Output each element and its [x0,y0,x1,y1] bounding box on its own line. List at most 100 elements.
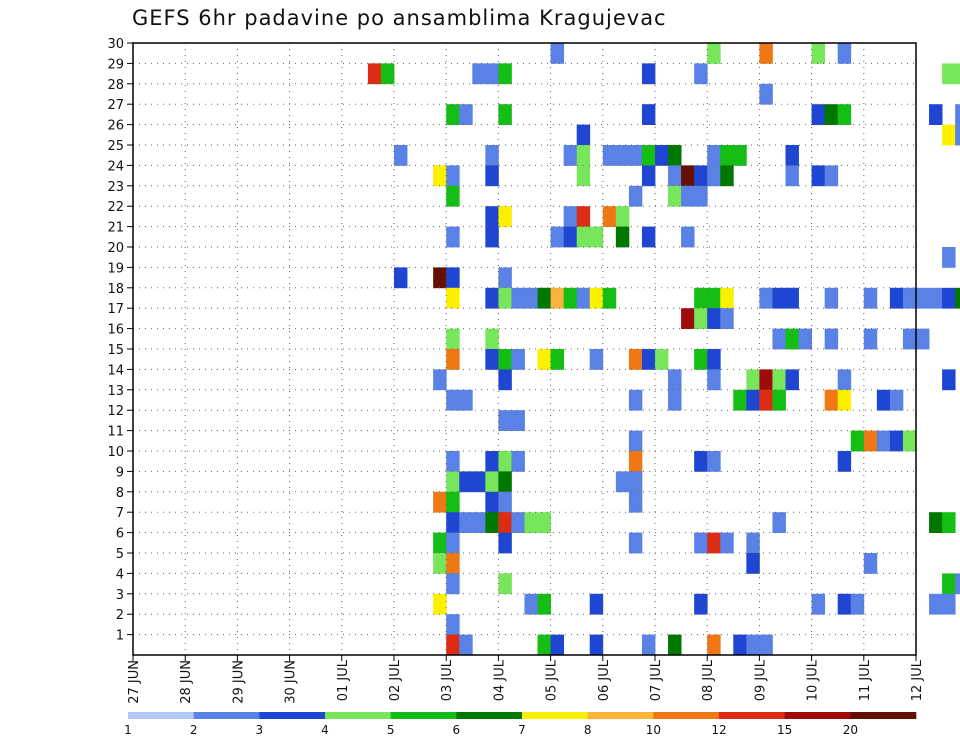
x-tick-label: 29 JUN [231,660,246,704]
heatmap-cell [602,206,617,227]
heatmap-cell [694,63,708,85]
heatmap-cell [641,165,656,187]
heatmap-cell [863,430,878,452]
heatmap-cells [367,43,960,656]
heatmap-cell [628,532,643,554]
heatmap-cell [485,491,499,513]
heatmap-cell [485,512,499,533]
heatmap-cell [433,593,447,615]
heatmap-cell [837,451,852,472]
y-tick-label: 3 [116,588,124,603]
heatmap-cell [824,287,839,309]
heatmap-cell [563,145,578,166]
heatmap-cell [472,512,486,533]
heatmap-cell [576,165,591,187]
heatmap-cell [550,349,565,370]
heatmap-cell [837,104,852,125]
heatmap-cell [694,349,708,370]
heatmap-cell [433,369,447,391]
heatmap-cell [955,124,960,146]
heatmap-cell [498,410,512,431]
heatmap-cell [576,287,591,309]
heatmap-cell [446,634,460,656]
colorbar-segment [390,712,457,719]
heatmap-cell [446,532,460,554]
heatmap-cell [550,287,565,309]
heatmap-cell [811,165,826,187]
y-tick-label: 10 [107,445,124,460]
heatmap-cell [602,145,617,166]
heatmap-cell [720,165,734,187]
heatmap-cell [550,634,565,656]
heatmap-cell [707,145,721,166]
heatmap-cell [433,267,447,289]
heatmap-cell [746,389,760,411]
heatmap-cell [446,573,460,595]
heatmap-cell [850,430,865,452]
heatmap-cell [563,226,578,248]
y-tick-label: 17 [107,302,124,317]
heatmap-cell [876,430,891,452]
heatmap-cell [550,43,565,64]
heatmap-cell [563,206,578,227]
heatmap-cell [641,145,656,166]
heatmap-cell [707,369,721,391]
heatmap-cell [942,287,956,309]
colorbar-segment [193,712,260,719]
heatmap-cell [498,349,512,370]
heatmap-cell [446,389,460,411]
heatmap-cell [446,471,460,493]
heatmap-cell [472,471,486,493]
heatmap-cell [511,287,525,309]
heatmap-cell [942,247,956,268]
heatmap-cell [576,226,591,248]
colorbar-segment [259,712,326,719]
y-tick-label: 6 [116,527,124,542]
x-tick-label: 05 JUL [545,659,560,701]
heatmap-cell [863,553,878,574]
heatmap-cell [668,145,682,166]
heatmap-cell [459,104,473,125]
heatmap-cell [524,512,538,533]
heatmap-cell [459,389,473,411]
x-tick-label: 03 JUL [440,659,455,701]
heatmap-cell [446,226,460,248]
heatmap-cell [433,553,447,574]
heatmap-cell [733,145,747,166]
heatmap-cell [837,43,852,64]
heatmap-cell [628,430,643,452]
heatmap-cell [707,349,721,370]
colorbar-label: 20 [843,723,858,737]
heatmap-cell [955,104,960,125]
heatmap-cell [628,349,643,370]
y-tick-label: 4 [116,567,124,582]
colorbar-label: 7 [518,723,526,737]
heatmap-cell [537,593,551,615]
heatmap-cell [916,328,930,350]
heatmap-cell [446,349,460,370]
heatmap-cell [707,287,721,309]
heatmap-cell [641,226,656,248]
heatmap-cell [942,63,956,85]
x-tick-label: 07 JUL [649,659,664,701]
y-tick-label: 24 [107,159,124,174]
heatmap-cell [446,267,460,289]
heatmap-cell [772,369,786,391]
heatmap-cell [785,165,799,187]
y-tick-label: 18 [107,282,124,297]
x-tick-label: 04 JUL [492,659,507,701]
colorbar-segment [719,712,785,719]
y-tick-label: 22 [107,200,124,215]
heatmap-cell [485,63,499,85]
heatmap-cell [589,593,604,615]
heatmap-cell [628,389,643,411]
y-tick-label: 16 [107,323,124,338]
heatmap-cell [694,287,708,309]
heatmap-cell [628,145,643,166]
colorbar-label: 10 [646,723,661,737]
heatmap-cell [537,287,551,309]
colorbar-label: 3 [256,723,264,737]
heatmap-cell [785,145,799,166]
heatmap-cell [498,512,512,533]
y-tick-label: 23 [107,180,124,195]
